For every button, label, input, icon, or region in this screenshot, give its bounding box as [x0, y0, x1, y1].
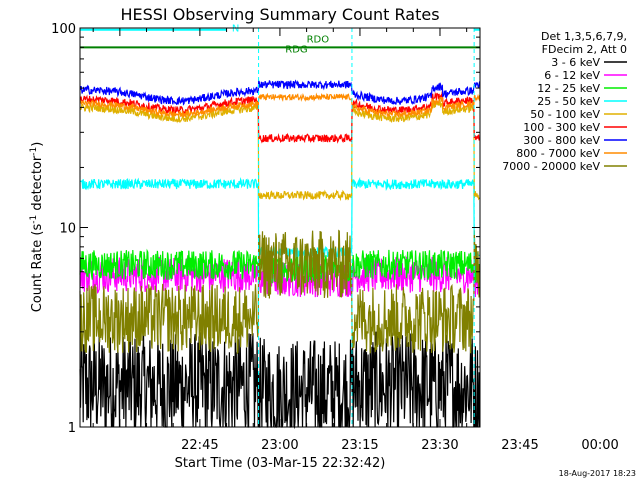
x-tick-label: 00:00 [581, 438, 618, 453]
series-line [79, 91, 481, 144]
series-layer [79, 78, 481, 430]
legend-label: 50 - 100 keV [530, 108, 600, 121]
y-axis: 1 10 100 [51, 22, 480, 436]
legend: Det 1,3,5,6,7,9, FDecim 2, Att 0 3 - 6 k… [502, 30, 627, 173]
y-axis-label-sup2: -1 [29, 147, 39, 156]
footer-date-stamp: 18-Aug-2017 18:23 [559, 469, 636, 478]
x-tick-label: 23:30 [421, 438, 458, 453]
legend-label: 300 - 800 keV [523, 134, 600, 147]
y-tick-label: 1 [68, 421, 76, 436]
x-axis: 22:45 23:00 23:15 23:30 23:45 00:00 [92, 28, 619, 453]
y-axis-label-start: Count Rate (s [30, 224, 45, 313]
legend-label: 3 - 6 keV [551, 56, 600, 69]
y-axis-label-end: ) [30, 142, 45, 147]
series-line [79, 78, 481, 106]
x-tick-label: 23:15 [341, 438, 378, 453]
y-axis-label-sup1: -1 [29, 215, 39, 224]
y-axis-label-mid: detector [30, 155, 45, 215]
series-line [79, 331, 481, 430]
flag-label: RDO [307, 34, 330, 45]
x-axis-label: Start Time (03-Mar-15 22:32:42) [175, 456, 386, 471]
chart-title: HESSI Observing Summary Count Rates [120, 5, 439, 24]
flag-label: RDG [285, 44, 307, 55]
legend-label: 12 - 25 keV [537, 82, 600, 95]
legend-label: 7000 - 20000 keV [502, 160, 600, 173]
legend-header-line1: Det 1,3,5,6,7,9, [541, 30, 627, 43]
x-tick-label: 23:00 [261, 438, 298, 453]
x-tick-label: 22:45 [181, 438, 218, 453]
y-axis-label: Count Rate (s-1 detector-1) [29, 142, 45, 313]
flag-label: N [232, 23, 239, 34]
series-line [79, 229, 481, 355]
plot-frame [79, 27, 481, 428]
series-line [79, 92, 481, 119]
legend-label: 25 - 50 keV [537, 95, 600, 108]
x-tick-label: 23:45 [501, 438, 538, 453]
y-tick-label: 100 [51, 22, 76, 37]
y-tick-label: 10 [59, 222, 76, 237]
legend-label: 6 - 12 keV [544, 69, 600, 82]
legend-header-line2: FDecim 2, Att 0 [542, 43, 627, 56]
legend-label: 100 - 300 keV [523, 121, 600, 134]
series-line [79, 176, 480, 260]
legend-label: 800 - 7000 keV [516, 147, 600, 160]
